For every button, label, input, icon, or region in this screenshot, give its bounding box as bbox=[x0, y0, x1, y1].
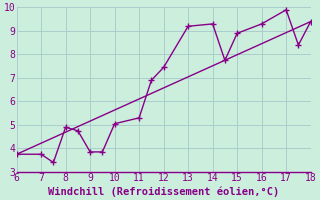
X-axis label: Windchill (Refroidissement éolien,°C): Windchill (Refroidissement éolien,°C) bbox=[48, 186, 279, 197]
